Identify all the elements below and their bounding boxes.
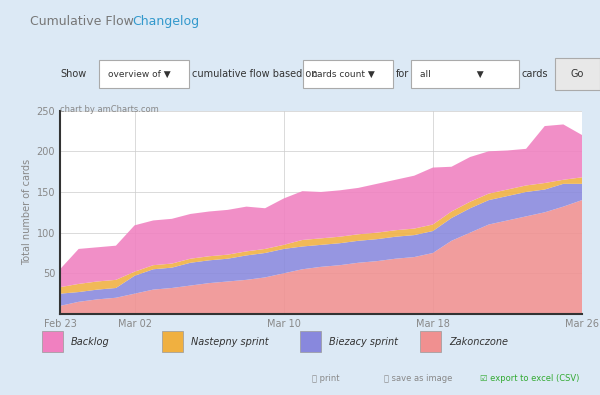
Text: Show: Show [60,69,86,79]
Text: cumulative flow based on: cumulative flow based on [192,69,317,79]
Text: Nastepny sprint: Nastepny sprint [191,337,268,347]
Text: Zakonczone: Zakonczone [449,337,508,347]
Text: chart by amCharts.com: chart by amCharts.com [60,105,159,114]
FancyBboxPatch shape [300,331,321,352]
Text: cards count ▼: cards count ▼ [312,70,375,79]
FancyBboxPatch shape [162,331,183,352]
Text: ⎙ print: ⎙ print [312,374,340,383]
Y-axis label: Total number of cards: Total number of cards [22,159,32,265]
Text: Backlog: Backlog [71,337,110,347]
FancyBboxPatch shape [303,60,393,88]
Text: Changelog: Changelog [132,15,199,28]
Text: Biezacy sprint: Biezacy sprint [329,337,398,347]
FancyBboxPatch shape [411,60,519,88]
Text: Go: Go [571,69,584,79]
Text: ☑ export to excel (CSV): ☑ export to excel (CSV) [480,374,580,383]
Text: for: for [396,69,409,79]
Text: overview of ▼: overview of ▼ [108,70,170,79]
FancyBboxPatch shape [555,58,600,90]
FancyBboxPatch shape [42,331,63,352]
Text: Cumulative Flow: Cumulative Flow [30,15,134,28]
Text: cards: cards [522,69,548,79]
FancyBboxPatch shape [99,60,189,88]
Text: ⎙ save as image: ⎙ save as image [384,374,452,383]
FancyBboxPatch shape [420,331,441,352]
Text: all                ▼: all ▼ [420,70,484,79]
